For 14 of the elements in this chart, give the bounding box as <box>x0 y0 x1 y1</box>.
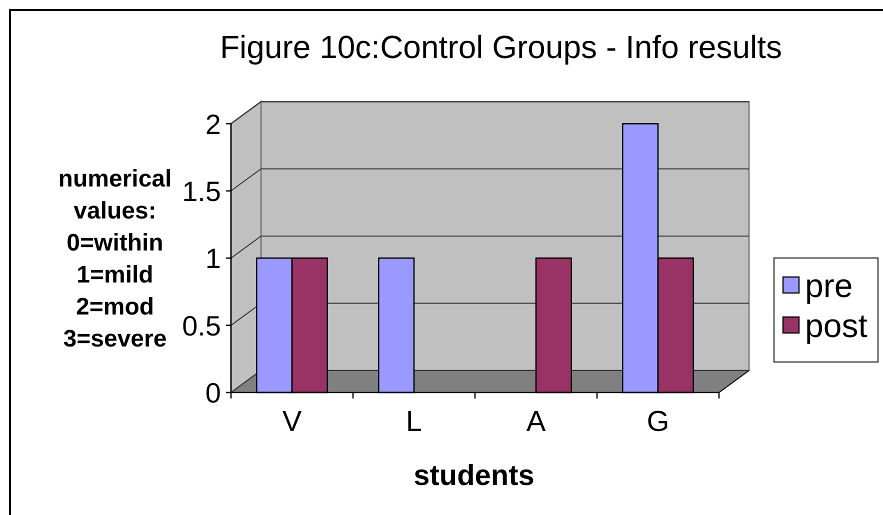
y-axis-title: numerical values: 0=within 1=mild 2=mod 3=severe <box>58 166 172 353</box>
x-axis-title: students <box>414 460 534 492</box>
x-tick-label: A <box>526 406 546 438</box>
y-tick-label: 0.5 <box>182 310 221 342</box>
y-tick-label: 1 <box>205 243 221 274</box>
y-tick-label: 0 <box>205 378 221 409</box>
y-tick-label: 2 <box>205 108 221 140</box>
legend-label: pre <box>805 266 853 304</box>
legend-label: post <box>805 306 868 344</box>
x-tick-label: G <box>646 406 670 438</box>
x-tick-label: L <box>406 406 422 438</box>
y-tick-label: 1.5 <box>182 176 221 207</box>
x-tick-label: V <box>282 406 302 438</box>
chart-title: Figure 10c:Control Groups - Info results <box>220 29 782 65</box>
